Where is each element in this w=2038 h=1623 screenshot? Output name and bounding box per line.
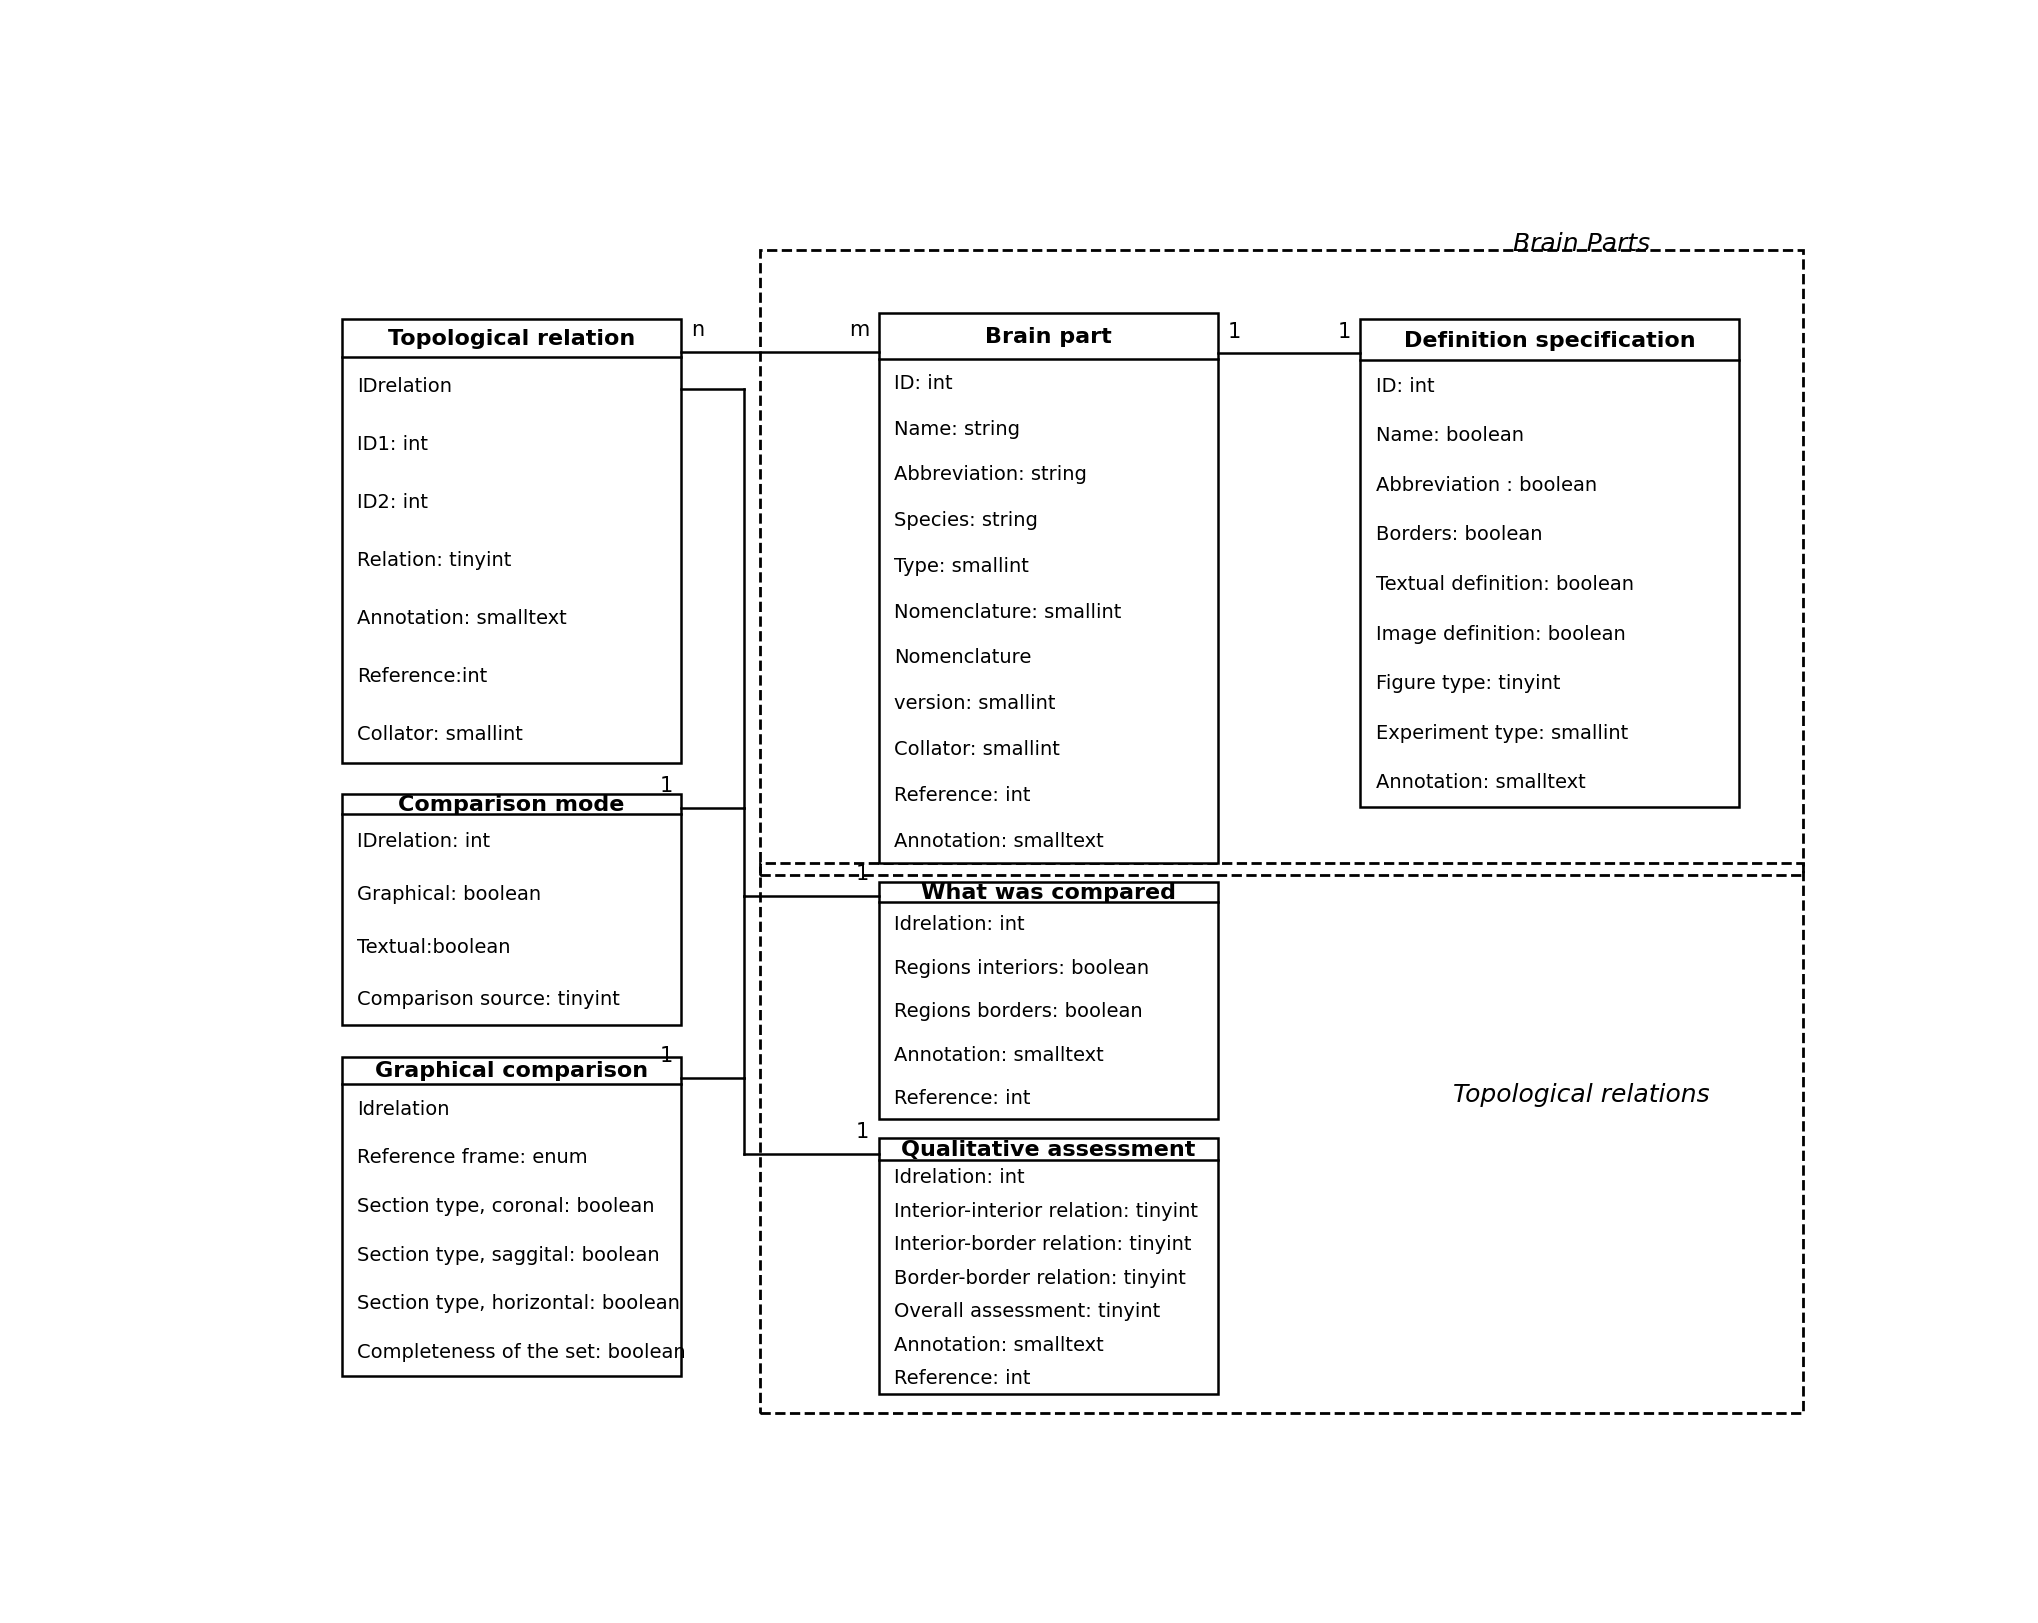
Text: What was compared: What was compared (921, 883, 1176, 902)
Bar (342, 795, 681, 1026)
Text: ID2: int: ID2: int (357, 493, 428, 511)
Text: Comparison mode: Comparison mode (397, 794, 624, 815)
Text: Graphical: boolean: Graphical: boolean (357, 885, 542, 902)
Text: 1: 1 (856, 1121, 868, 1141)
Bar (878, 313, 1219, 863)
Text: Overall assessment: tinyint: Overall assessment: tinyint (895, 1302, 1162, 1319)
Bar (760, 863, 1802, 1414)
Bar (342, 1057, 681, 1376)
Text: Reference: int: Reference: int (895, 1089, 1031, 1107)
Text: Qualitative assessment: Qualitative assessment (901, 1139, 1196, 1159)
Text: Annotation: smalltext: Annotation: smalltext (895, 831, 1105, 850)
Text: version: smallint: version: smallint (895, 693, 1056, 712)
Text: Brain Parts: Brain Parts (1512, 232, 1651, 256)
Text: Name: boolean: Name: boolean (1376, 425, 1524, 445)
Bar (878, 881, 1219, 1120)
Text: Annotation: smalltext: Annotation: smalltext (1376, 773, 1586, 792)
Text: Definition specification: Definition specification (1404, 331, 1696, 351)
Text: n: n (691, 320, 703, 341)
Text: Idrelation: int: Idrelation: int (895, 914, 1025, 933)
Text: Textual definition: boolean: Textual definition: boolean (1376, 575, 1634, 594)
Text: ID: int: ID: int (1376, 377, 1435, 396)
Text: Topological relation: Topological relation (387, 328, 636, 349)
Text: 1: 1 (660, 1045, 673, 1065)
Text: Experiment type: smallint: Experiment type: smallint (1376, 724, 1628, 742)
Text: Nomenclature: Nomenclature (895, 648, 1031, 667)
Text: Relation: tinyint: Relation: tinyint (357, 550, 512, 570)
Text: Image definition: boolean: Image definition: boolean (1376, 625, 1626, 643)
Text: Regions borders: boolean: Regions borders: boolean (895, 1001, 1143, 1021)
Text: Reference: int: Reference: int (895, 786, 1031, 805)
Text: 1: 1 (1337, 321, 1351, 341)
Text: Reference frame: enum: Reference frame: enum (357, 1147, 589, 1167)
Text: Annotation: smalltext: Annotation: smalltext (895, 1045, 1105, 1063)
Text: Collator: smallint: Collator: smallint (357, 725, 524, 743)
Text: Annotation: smalltext: Annotation: smalltext (895, 1334, 1105, 1354)
Text: Interior-border relation: tinyint: Interior-border relation: tinyint (895, 1235, 1192, 1253)
Text: Border-border relation: tinyint: Border-border relation: tinyint (895, 1268, 1186, 1287)
Text: Abbreviation: string: Abbreviation: string (895, 466, 1088, 484)
Text: Completeness of the set: boolean: Completeness of the set: boolean (357, 1342, 687, 1362)
Text: 1: 1 (660, 776, 673, 795)
Text: Figure type: tinyint: Figure type: tinyint (1376, 674, 1561, 693)
Text: Regions interiors: boolean: Regions interiors: boolean (895, 958, 1149, 977)
Text: IDrelation: IDrelation (357, 377, 452, 396)
Text: Idrelation: int: Idrelation: int (895, 1167, 1025, 1186)
Text: Section type, saggital: boolean: Section type, saggital: boolean (357, 1245, 660, 1264)
Text: IDrelation: int: IDrelation: int (357, 831, 491, 850)
Text: ID1: int: ID1: int (357, 435, 428, 454)
Text: m: m (850, 320, 868, 341)
Text: Annotation: smalltext: Annotation: smalltext (357, 609, 567, 628)
Text: Graphical comparison: Graphical comparison (375, 1060, 648, 1081)
Text: Borders: boolean: Borders: boolean (1376, 526, 1543, 544)
Text: Textual:boolean: Textual:boolean (357, 936, 512, 956)
Bar (878, 1138, 1219, 1394)
Text: Section type, horizontal: boolean: Section type, horizontal: boolean (357, 1294, 681, 1313)
Text: Interior-interior relation: tinyint: Interior-interior relation: tinyint (895, 1201, 1198, 1220)
Text: Comparison source: tinyint: Comparison source: tinyint (357, 990, 620, 1010)
Bar (760, 252, 1802, 876)
Text: Collator: smallint: Collator: smallint (895, 740, 1060, 758)
Text: Abbreviation : boolean: Abbreviation : boolean (1376, 476, 1598, 495)
Text: Topological relations: Topological relations (1453, 1083, 1710, 1105)
Text: ID: int: ID: int (895, 373, 954, 393)
Text: Nomenclature: smallint: Nomenclature: smallint (895, 602, 1121, 622)
Bar (1361, 320, 1738, 807)
Text: 1: 1 (856, 863, 868, 883)
Text: Reference:int: Reference:int (357, 667, 487, 687)
Text: Type: smallint: Type: smallint (895, 557, 1029, 576)
Text: Reference: int: Reference: int (895, 1368, 1031, 1388)
Text: 1: 1 (1227, 321, 1241, 341)
Bar (342, 320, 681, 763)
Text: Section type, coronal: boolean: Section type, coronal: boolean (357, 1196, 654, 1216)
Text: Species: string: Species: string (895, 511, 1037, 529)
Text: Brain part: Brain part (984, 326, 1113, 347)
Text: Name: string: Name: string (895, 419, 1021, 438)
Text: Idrelation: Idrelation (357, 1099, 450, 1118)
